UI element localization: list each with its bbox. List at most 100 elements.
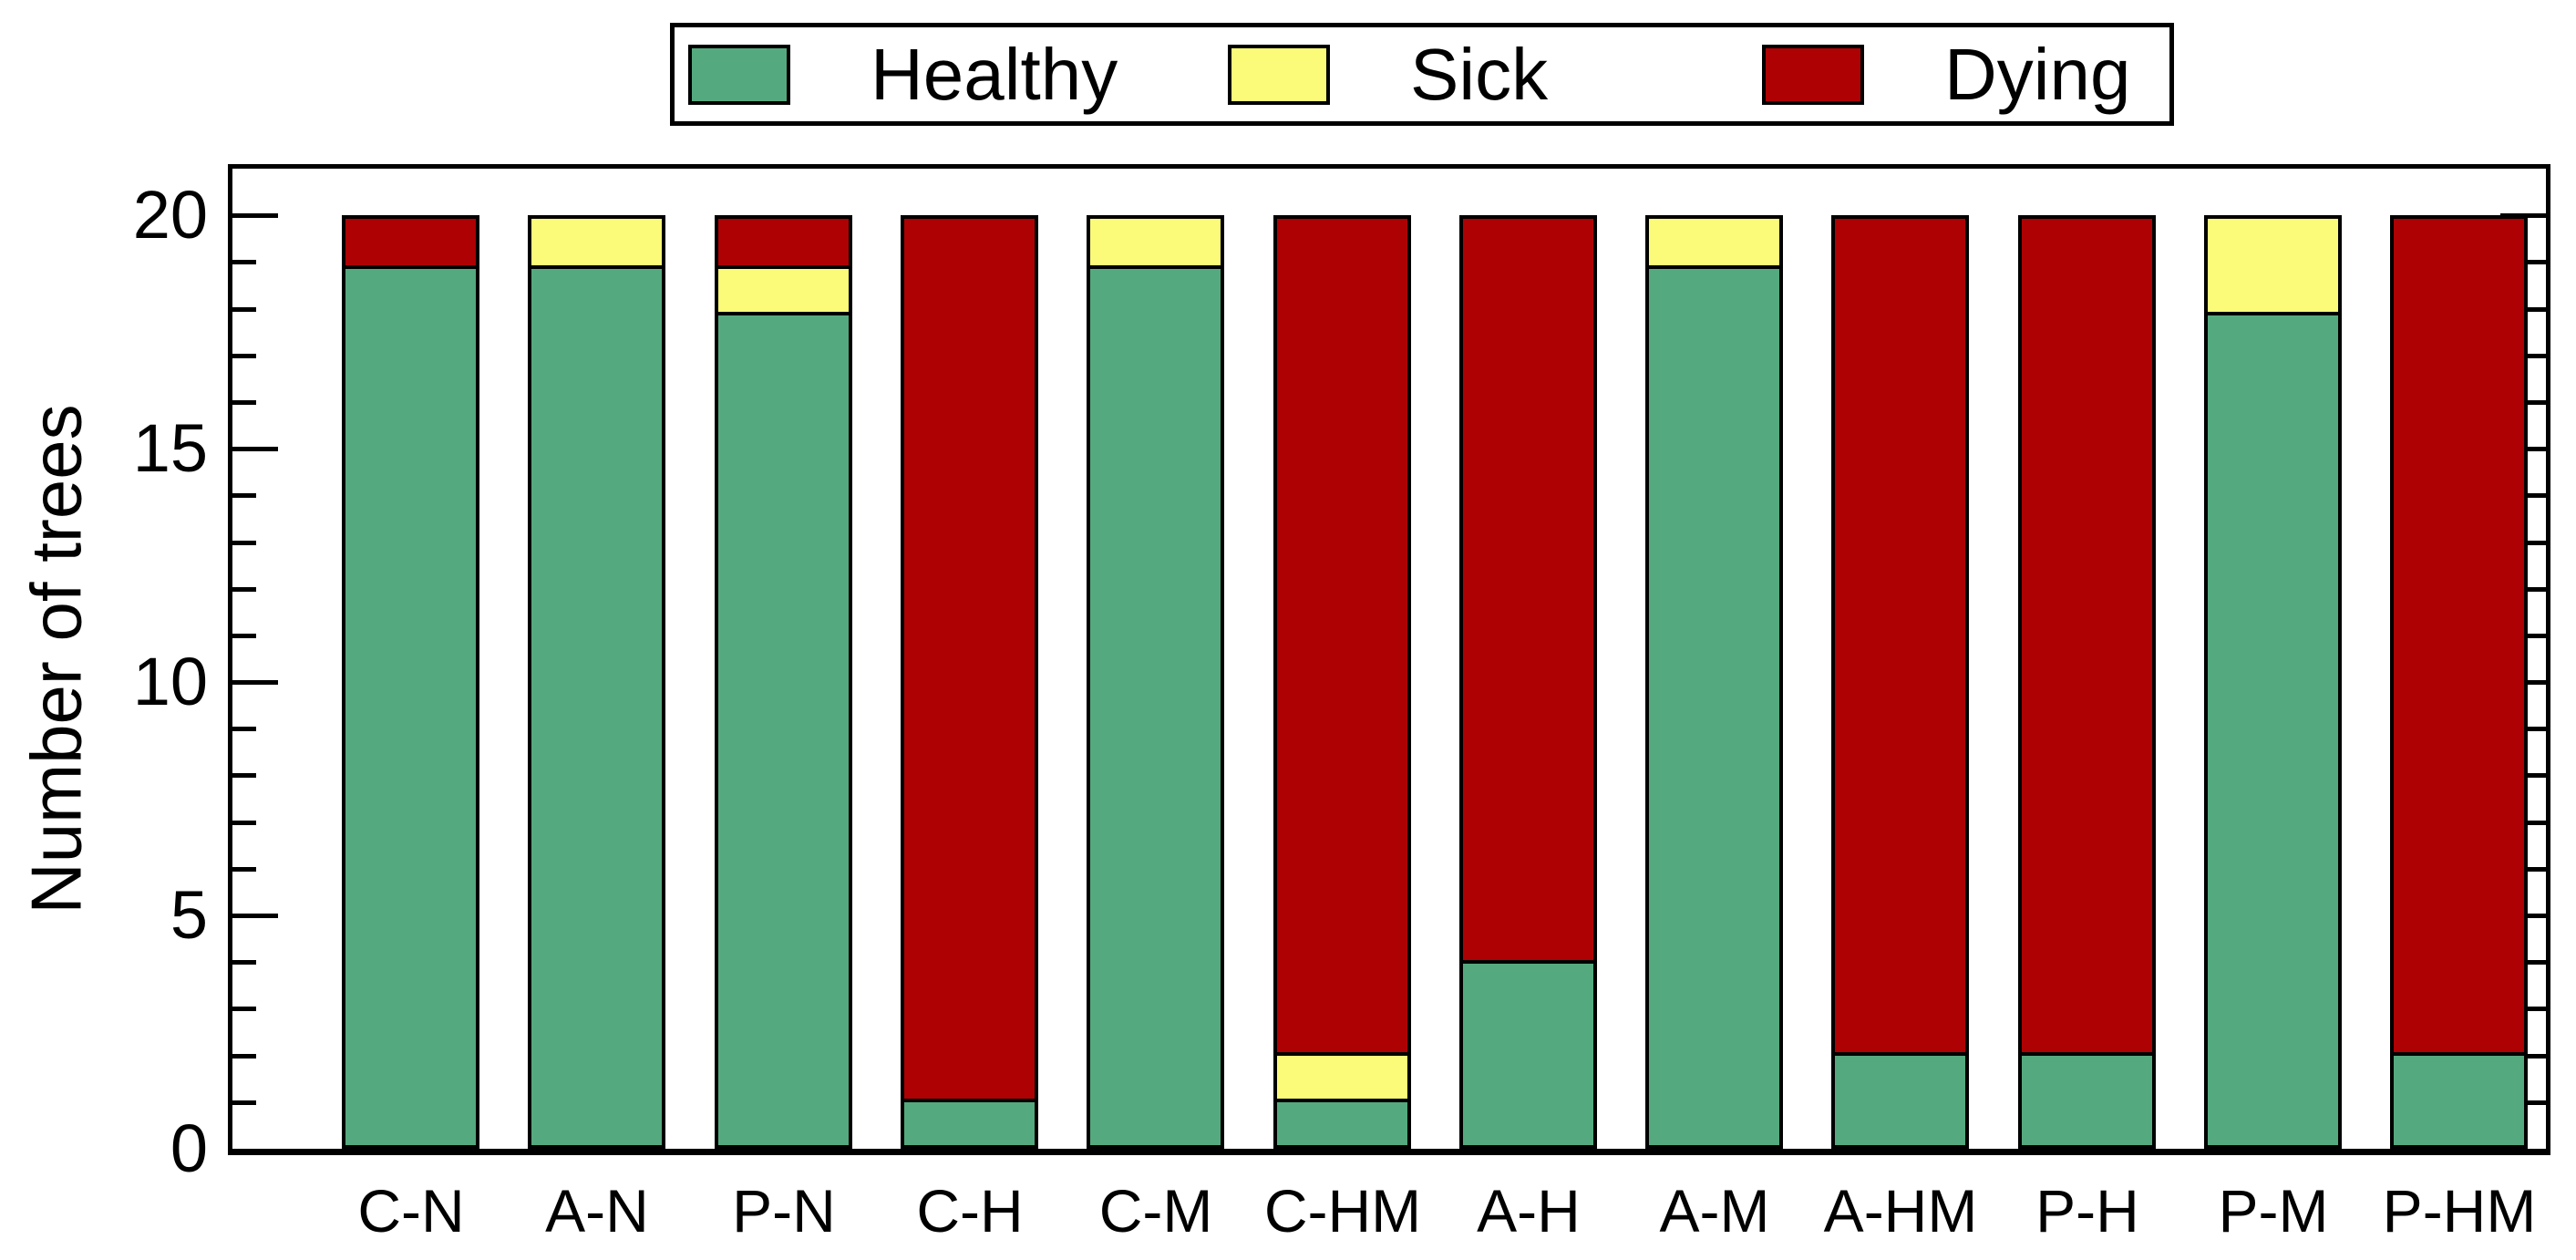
minor-tick-mark bbox=[2522, 634, 2546, 638]
minor-tick-mark bbox=[232, 587, 256, 592]
bar-segment-healthy bbox=[1835, 1052, 1965, 1145]
minor-tick-mark bbox=[2522, 727, 2546, 731]
minor-tick-mark bbox=[232, 960, 256, 965]
minor-tick-mark bbox=[2522, 587, 2546, 592]
bar-segment-healthy bbox=[2022, 1052, 2152, 1145]
y-tick-label: 10 bbox=[132, 644, 208, 719]
bar-a-h bbox=[1459, 215, 1597, 1149]
minor-tick-mark bbox=[232, 400, 256, 405]
bar-segment-dying bbox=[345, 219, 476, 265]
x-tick-label: A-HM bbox=[1823, 1177, 1978, 1245]
minor-tick-mark bbox=[232, 1054, 256, 1059]
bar-segment-dying bbox=[718, 219, 849, 265]
bar-segment-dying bbox=[1463, 219, 1593, 960]
minor-tick-mark bbox=[2522, 773, 2546, 778]
y-tick-label: 5 bbox=[170, 877, 208, 953]
x-tick-label: P-HM bbox=[2382, 1177, 2537, 1245]
bar-segment-healthy bbox=[2208, 311, 2338, 1145]
major-tick-mark bbox=[232, 914, 278, 918]
minor-tick-mark bbox=[232, 821, 256, 825]
minor-tick-mark bbox=[2522, 354, 2546, 358]
minor-tick-mark bbox=[2522, 493, 2546, 498]
bar-segment-dying bbox=[2394, 219, 2524, 1053]
x-tick-label: C-M bbox=[1098, 1177, 1213, 1245]
minor-tick-mark bbox=[232, 634, 256, 638]
bar-segment-healthy bbox=[718, 311, 849, 1145]
legend-item-sick: Sick bbox=[1228, 27, 1548, 121]
major-tick-mark bbox=[232, 213, 278, 218]
sick-swatch-icon bbox=[1228, 44, 1330, 105]
bar-a-m bbox=[1645, 215, 1783, 1149]
bar-p-h bbox=[2018, 215, 2156, 1149]
major-tick-mark bbox=[232, 680, 278, 685]
minor-tick-mark bbox=[2522, 400, 2546, 405]
bar-a-hm bbox=[1831, 215, 1969, 1149]
y-tick-label: 20 bbox=[132, 177, 208, 253]
bar-segment-sick bbox=[1090, 219, 1221, 265]
bar-segment-dying bbox=[2022, 219, 2152, 1053]
bar-segment-healthy bbox=[1463, 959, 1593, 1145]
bar-p-n bbox=[715, 215, 852, 1149]
legend: Healthy Sick Dying bbox=[670, 23, 2174, 126]
x-tick-label: A-M bbox=[1659, 1177, 1770, 1245]
x-tick-label: C-N bbox=[357, 1177, 465, 1245]
legend-item-healthy: Healthy bbox=[688, 27, 1118, 121]
x-tick-label: P-N bbox=[732, 1177, 836, 1245]
minor-tick-mark bbox=[232, 354, 256, 358]
major-tick-mark bbox=[232, 447, 278, 451]
bar-segment-sick bbox=[1649, 219, 1779, 265]
minor-tick-mark bbox=[2522, 307, 2546, 312]
dying-swatch-icon bbox=[1762, 44, 1864, 105]
bar-segment-healthy bbox=[1277, 1099, 1407, 1145]
bar-c-hm bbox=[1273, 215, 1411, 1149]
legend-item-dying: Dying bbox=[1762, 27, 2131, 121]
minor-tick-mark bbox=[232, 260, 256, 264]
y-tick-label: 15 bbox=[132, 410, 208, 486]
minor-tick-mark bbox=[2522, 1007, 2546, 1011]
bar-segment-dying bbox=[904, 219, 1035, 1100]
bar-segment-healthy bbox=[531, 264, 662, 1145]
minor-tick-mark bbox=[232, 541, 256, 545]
bar-segment-dying bbox=[1835, 219, 1965, 1053]
healthy-swatch-icon bbox=[688, 44, 790, 105]
bar-segment-healthy bbox=[1090, 264, 1221, 1145]
x-tick-label: C-HM bbox=[1263, 1177, 1422, 1245]
minor-tick-mark bbox=[232, 1007, 256, 1011]
minor-tick-mark bbox=[2522, 260, 2546, 264]
minor-tick-mark bbox=[2522, 867, 2546, 872]
bar-segment-sick bbox=[718, 264, 849, 312]
minor-tick-mark bbox=[2522, 1100, 2546, 1105]
x-tick-label: A-N bbox=[545, 1177, 649, 1245]
bar-c-h bbox=[901, 215, 1038, 1149]
minor-tick-mark bbox=[2522, 1054, 2546, 1059]
minor-tick-mark bbox=[232, 493, 256, 498]
bar-p-m bbox=[2204, 215, 2342, 1149]
minor-tick-mark bbox=[232, 727, 256, 731]
minor-tick-mark bbox=[232, 1100, 256, 1105]
plot-area bbox=[228, 164, 2550, 1155]
bar-c-n bbox=[342, 215, 479, 1149]
bar-segment-healthy bbox=[2394, 1052, 2524, 1145]
bar-segment-healthy bbox=[904, 1099, 1035, 1145]
x-tick-label: A-H bbox=[1477, 1177, 1581, 1245]
minor-tick-mark bbox=[2522, 821, 2546, 825]
x-tick-label: C-H bbox=[916, 1177, 1024, 1245]
bar-segment-dying bbox=[1277, 219, 1407, 1053]
bar-segment-healthy bbox=[1649, 264, 1779, 1145]
x-tick-label: P-H bbox=[2035, 1177, 2139, 1245]
legend-label-sick: Sick bbox=[1410, 33, 1549, 115]
minor-tick-mark bbox=[232, 773, 256, 778]
legend-label-dying: Dying bbox=[1944, 33, 2131, 115]
minor-tick-mark bbox=[2522, 541, 2546, 545]
bar-a-n bbox=[528, 215, 665, 1149]
x-tick-label: P-M bbox=[2218, 1177, 2329, 1245]
bar-segment-sick bbox=[531, 219, 662, 265]
minor-tick-mark bbox=[2522, 960, 2546, 965]
y-tick-label: 0 bbox=[170, 1110, 208, 1186]
minor-tick-mark bbox=[232, 867, 256, 872]
legend-label-healthy: Healthy bbox=[871, 33, 1118, 115]
bar-c-m bbox=[1087, 215, 1224, 1149]
minor-tick-mark bbox=[232, 307, 256, 312]
bar-segment-sick bbox=[1277, 1052, 1407, 1100]
